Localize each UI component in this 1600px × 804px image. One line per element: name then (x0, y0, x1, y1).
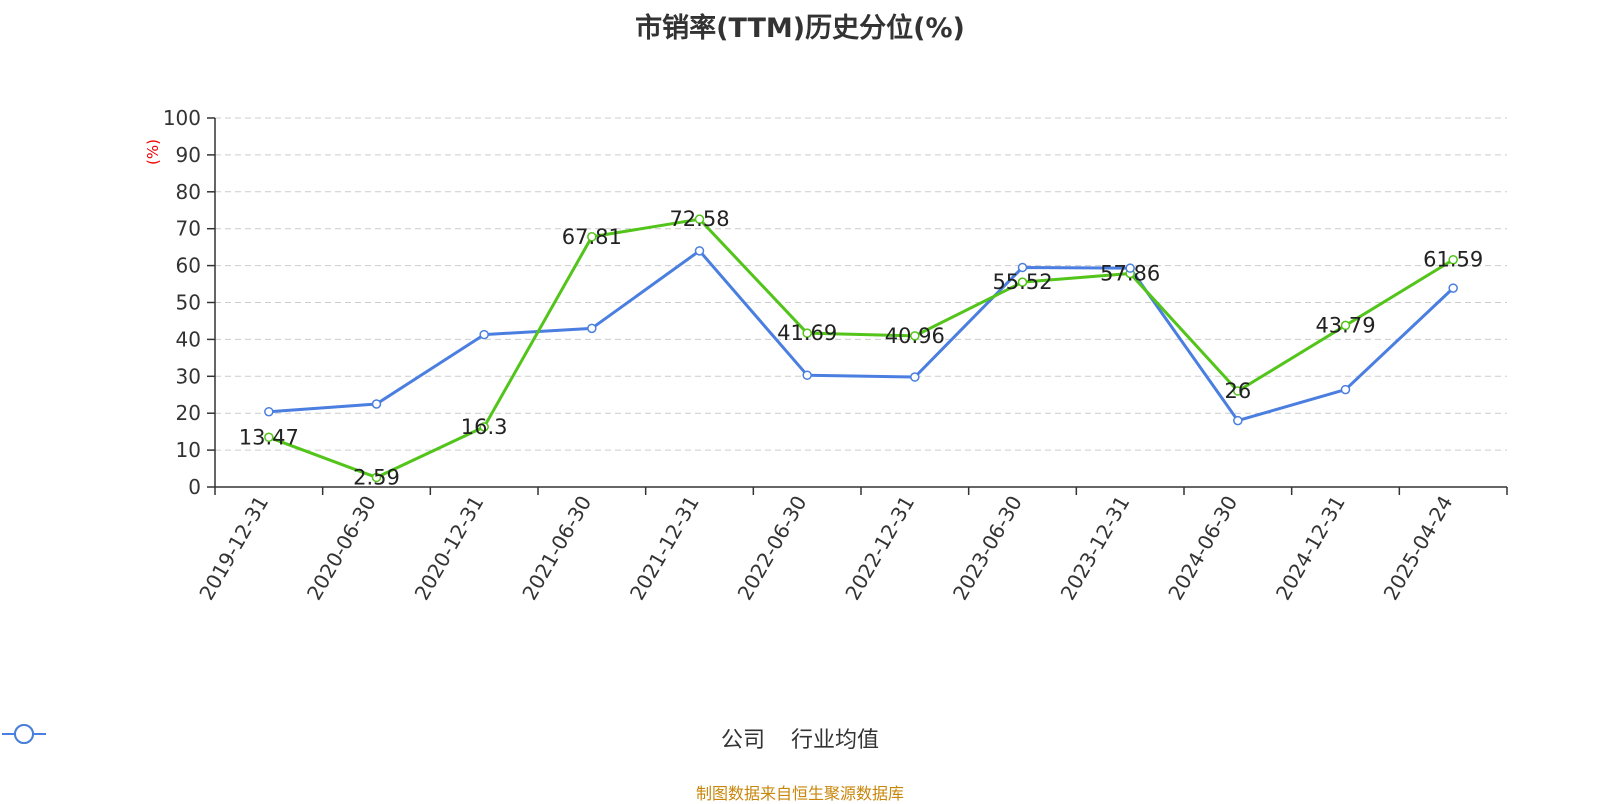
data-label: 57.86 (1100, 261, 1160, 285)
series-line (268, 249, 1455, 423)
x-tick-label: 2023-12-31 (1056, 492, 1135, 605)
legend-item-company[interactable]: 公司 (2, 722, 765, 754)
y-tick-label: 0 (188, 475, 201, 499)
data-label: 26 (1224, 379, 1251, 403)
legend-label-company: 公司 (720, 728, 765, 753)
data-label: 55.52 (992, 270, 1052, 294)
data-point (264, 432, 274, 443)
data-point (910, 331, 920, 341)
data-point (371, 399, 382, 409)
x-tick-label: 2021-12-31 (625, 492, 704, 605)
data-point (587, 323, 597, 334)
data-label: 61.59 (1423, 248, 1483, 272)
data-point (1017, 262, 1028, 273)
y-tick-label: 70 (176, 217, 201, 241)
legend-industry-icon (2, 724, 46, 744)
data-label: 67.81 (562, 225, 622, 249)
data-point (1448, 283, 1458, 293)
data-point (1017, 277, 1028, 287)
x-tick-label: 2020-12-31 (410, 491, 489, 604)
x-tick-label: 2019-12-31 (194, 492, 273, 605)
data-point (1233, 386, 1243, 396)
x-tick-label: 2024-06-30 (1163, 492, 1242, 605)
data-point (694, 214, 705, 224)
data-point (371, 472, 382, 483)
data-point (479, 422, 489, 432)
x-tick-label: 2021-06-30 (517, 492, 596, 605)
legend-label-industry: 行业均值 (791, 728, 880, 753)
data-label: 13.47 (239, 425, 299, 449)
data-label: 72.58 (669, 207, 729, 231)
data-point (264, 406, 274, 417)
y-tick-label: 80 (176, 180, 201, 204)
data-point (1125, 263, 1135, 273)
y-tick-label: 60 (176, 254, 201, 278)
x-tick-label: 2022-06-30 (733, 492, 812, 605)
y-axis-unit: (%) (144, 139, 162, 165)
y-tick-label: 90 (176, 143, 201, 167)
data-label: 40.96 (885, 324, 945, 348)
x-tick-label: 2020-06-30 (302, 492, 381, 605)
data-point (479, 329, 489, 340)
data-label: 41.69 (777, 321, 837, 345)
data-label: 2.59 (353, 465, 400, 489)
data-label: 16.3 (461, 415, 508, 439)
series-line (268, 217, 1454, 479)
x-tick-label: 2025-04-24 (1379, 492, 1458, 605)
legend-item-industry[interactable]: 行业均值 (2, 722, 880, 754)
data-point (802, 328, 812, 338)
source-note: 制图数据来自恒生聚源数据库 (695, 784, 904, 803)
data-point (587, 232, 597, 242)
x-tick-label: 2023-06-30 (948, 492, 1027, 605)
data-point (802, 370, 812, 380)
y-tick-label: 100 (163, 106, 201, 130)
chart-title: 市销率(TTM)历史分位(%) (635, 13, 965, 44)
data-point (1448, 254, 1458, 265)
data-point (694, 246, 705, 256)
x-tick-label: 2024-12-31 (1271, 492, 1350, 605)
data-label: 43.79 (1315, 313, 1375, 337)
y-tick-label: 40 (176, 327, 201, 351)
data-point (1340, 384, 1351, 395)
y-tick-label: 50 (176, 291, 201, 315)
data-point (1233, 415, 1243, 426)
data-point (1340, 320, 1351, 331)
legend: 公司 行业均值 (0, 722, 1600, 754)
data-point (910, 372, 920, 382)
x-tick-label: 2022-12-31 (840, 491, 919, 604)
y-tick-label: 20 (176, 401, 201, 425)
y-tick-label: 30 (176, 364, 201, 388)
y-tick-label: 10 (176, 438, 201, 462)
